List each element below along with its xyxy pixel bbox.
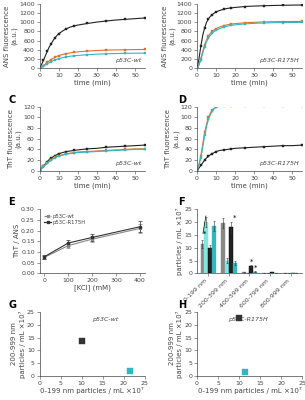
Y-axis label: 200-999 nm
particles / mL ×10⁷: 200-999 nm particles / mL ×10⁷ <box>11 310 26 378</box>
Y-axis label: ThT fluorescence
(a.u.): ThT fluorescence (a.u.) <box>166 109 179 169</box>
Text: A: A <box>8 0 16 2</box>
Text: E: E <box>8 197 15 207</box>
Y-axis label: ANS fluorescence
(a.u.): ANS fluorescence (a.u.) <box>4 6 18 67</box>
X-axis label: time (min): time (min) <box>74 182 110 188</box>
Text: p53C-R175H: p53C-R175H <box>259 161 299 166</box>
Bar <box>229 227 233 273</box>
Point <box>79 338 84 344</box>
X-axis label: [KCl] (mM): [KCl] (mM) <box>74 285 110 291</box>
Bar <box>208 248 212 273</box>
Bar <box>204 222 208 273</box>
Bar <box>249 266 253 273</box>
Text: F: F <box>178 197 185 207</box>
Point <box>237 315 242 322</box>
Bar <box>225 260 229 273</box>
Y-axis label: 200-999 nm
particles / mL ×10⁷: 200-999 nm particles / mL ×10⁷ <box>169 310 183 378</box>
Text: p53C-R175H: p53C-R175H <box>259 58 299 63</box>
Y-axis label: ANS fluorescence
(a.u.): ANS fluorescence (a.u.) <box>162 6 175 67</box>
Bar <box>242 272 246 273</box>
Text: *: * <box>250 259 253 265</box>
Y-axis label: particles / mL ×10⁷: particles / mL ×10⁷ <box>176 208 183 275</box>
Bar <box>212 226 216 273</box>
Point <box>243 369 248 375</box>
Text: p53C-wt: p53C-wt <box>115 161 142 166</box>
X-axis label: time (min): time (min) <box>74 79 110 86</box>
Text: G: G <box>8 300 16 310</box>
X-axis label: time (min): time (min) <box>231 182 268 188</box>
Legend: p53C-wt, p53C-R175H: p53C-wt, p53C-R175H <box>42 212 88 227</box>
X-axis label: time (min): time (min) <box>231 79 268 86</box>
X-axis label: 0-199 nm particles / mL ×10⁷: 0-199 nm particles / mL ×10⁷ <box>40 387 144 394</box>
Bar <box>253 272 257 273</box>
Text: *: * <box>233 214 237 220</box>
Point <box>127 368 132 374</box>
Bar <box>270 272 274 273</box>
Text: p53C-R175H: p53C-R175H <box>228 317 268 322</box>
Text: *: * <box>203 230 206 236</box>
Bar <box>200 244 204 273</box>
Y-axis label: ThT / ANS: ThT / ANS <box>14 224 20 258</box>
Y-axis label: ThT fluorescence
(a.u.): ThT fluorescence (a.u.) <box>8 109 22 169</box>
X-axis label: 0-199 nm particles / mL ×10⁷: 0-199 nm particles / mL ×10⁷ <box>198 387 301 394</box>
Bar <box>221 223 225 273</box>
Text: B: B <box>178 0 185 2</box>
Text: p53C-wt: p53C-wt <box>115 58 142 63</box>
Text: D: D <box>178 95 186 105</box>
Bar <box>233 263 237 273</box>
Text: C: C <box>8 95 16 105</box>
Text: H: H <box>178 300 186 310</box>
Text: p53C-wt: p53C-wt <box>92 317 118 322</box>
Text: *: * <box>254 265 257 271</box>
